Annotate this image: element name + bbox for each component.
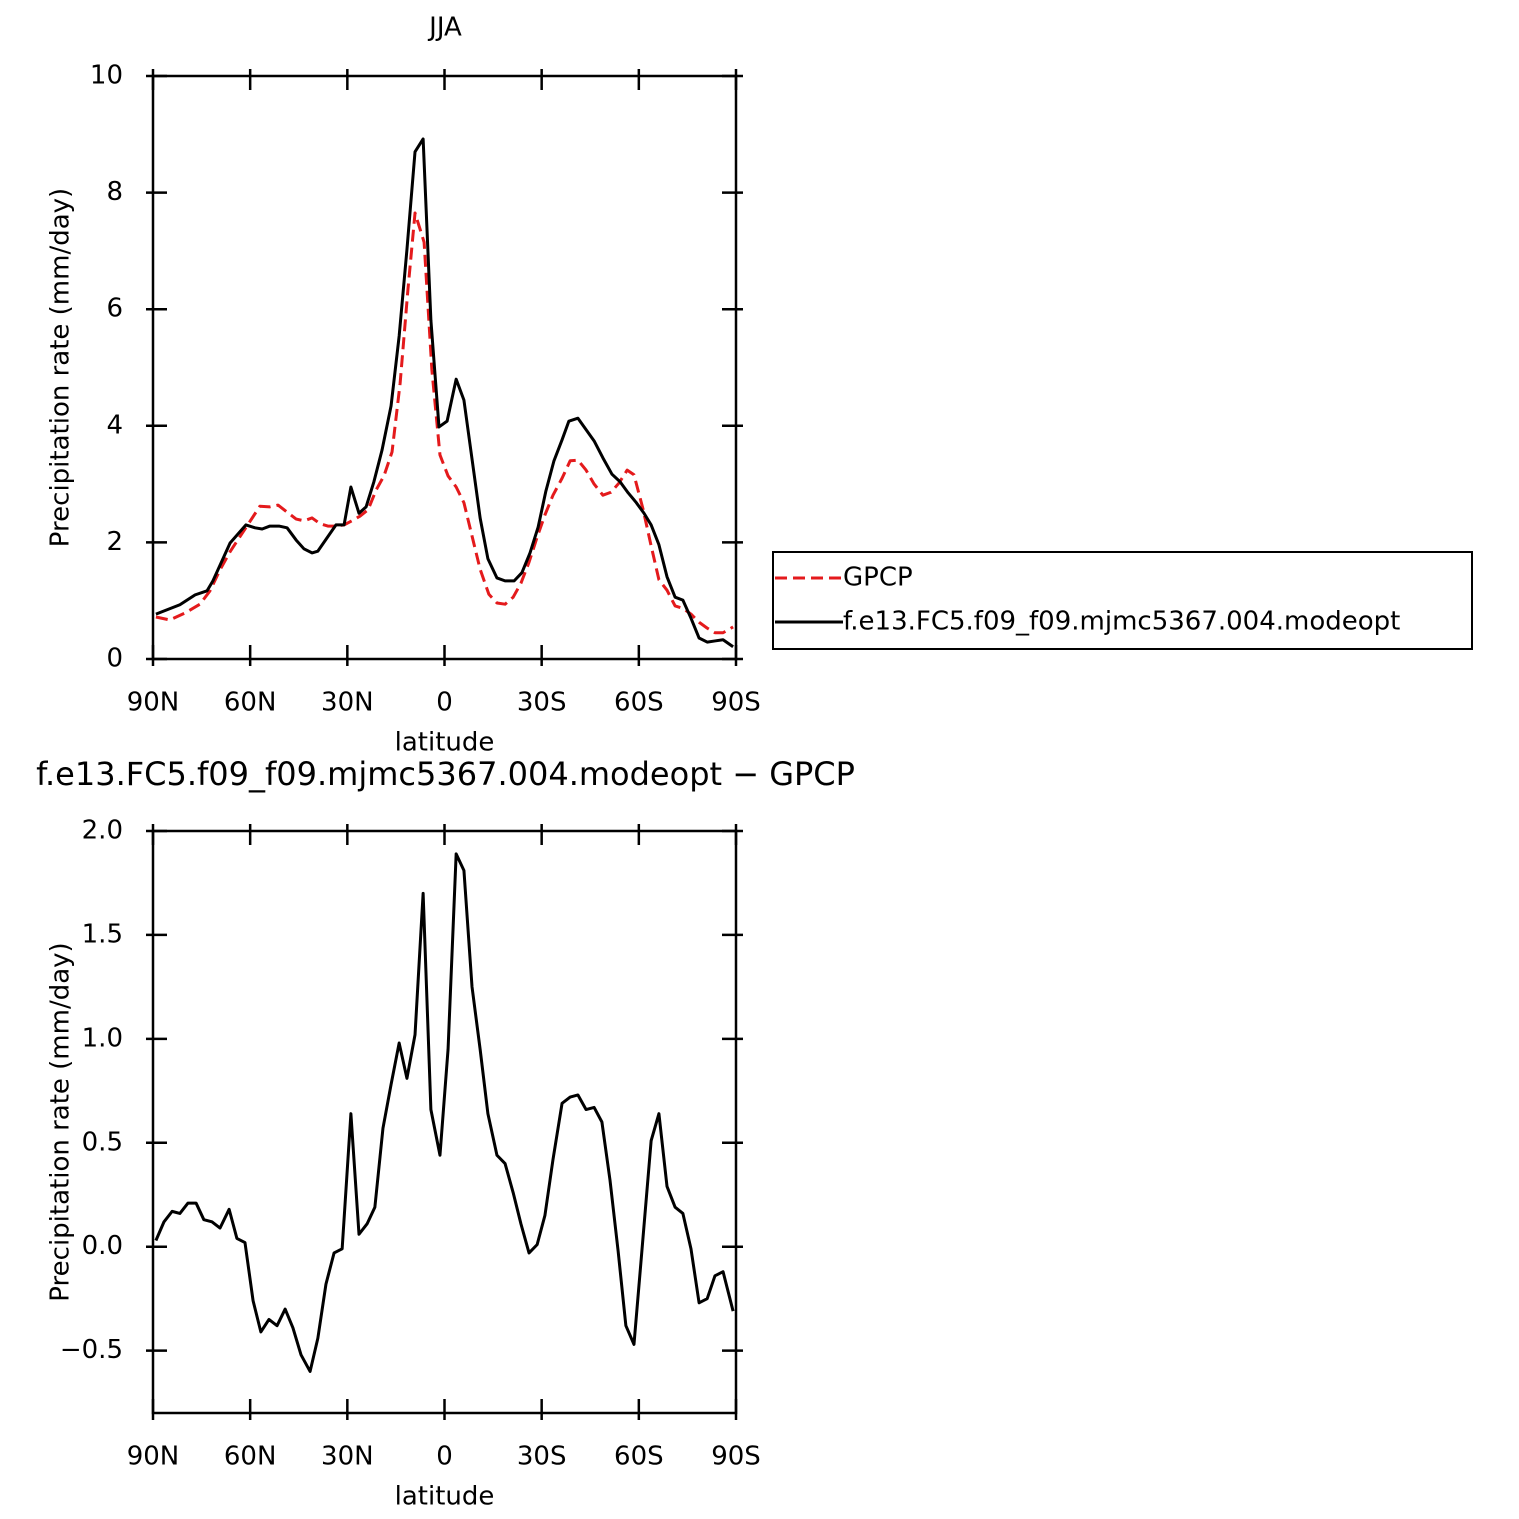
data-line: [155, 211, 734, 635]
y-axis-label: Precipitation rate (mm/day): [46, 188, 76, 547]
x-tick-label: 30S: [517, 1442, 567, 1472]
x-tick-label: 90N: [127, 688, 180, 718]
y-tick-label: 4: [106, 410, 123, 440]
plot-frame: [151, 74, 738, 661]
x-tick-label: 90S: [711, 1442, 761, 1472]
legend-label: f.e13.FC5.f09_f09.mjmc5367.004.modeopt: [843, 607, 1400, 637]
y-tick-label: 10: [90, 61, 123, 91]
y-tick-label: 8: [106, 177, 123, 207]
x-tick-label: 0: [436, 1442, 453, 1472]
x-tick-label: 30N: [321, 1442, 374, 1472]
x-tick-label: 0: [436, 688, 453, 718]
x-tick-label: 30S: [517, 688, 567, 718]
x-axis-label: latitude: [395, 1482, 495, 1512]
y-tick-label: 0.5: [82, 1127, 123, 1157]
x-tick-label: 60S: [614, 688, 664, 718]
x-tick-label: 90S: [711, 688, 761, 718]
data-line: [154, 852, 735, 1373]
plot-frame: [151, 829, 738, 1415]
y-tick-label: 2: [106, 527, 123, 557]
data-line: [155, 137, 734, 648]
x-tick-label: 30N: [321, 688, 374, 718]
y-tick-label: −0.5: [60, 1335, 123, 1365]
y-axis-label: Precipitation rate (mm/day): [46, 942, 76, 1301]
y-tick-label: 6: [106, 294, 123, 324]
y-tick-label: 1.0: [82, 1023, 123, 1053]
x-tick-label: 90N: [127, 1442, 180, 1472]
legend-label: GPCP: [843, 563, 913, 593]
y-tick-label: 0: [106, 644, 123, 674]
y-tick-label: 1.5: [82, 919, 123, 949]
y-tick-label: 2.0: [82, 816, 123, 846]
x-axis-label: latitude: [395, 728, 495, 758]
x-tick-label: 60N: [224, 688, 277, 718]
x-tick-label: 60S: [614, 1442, 664, 1472]
x-tick-label: 60N: [224, 1442, 277, 1472]
y-tick-label: 0.0: [82, 1231, 123, 1261]
chart-title: JJA: [427, 13, 462, 43]
legend-box: [772, 551, 1473, 650]
chart-title: f.e13.FC5.f09_f09.mjmc5367.004.modeopt −…: [36, 755, 855, 793]
